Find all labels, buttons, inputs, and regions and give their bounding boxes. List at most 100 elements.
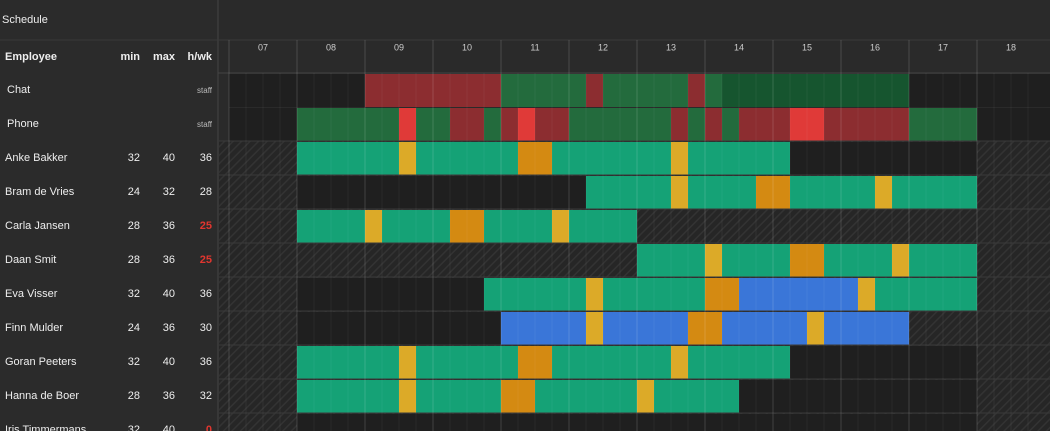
shift-block	[790, 244, 824, 277]
coverage-cell	[671, 108, 688, 141]
min-hours: 32	[128, 152, 140, 164]
shift-block	[501, 380, 535, 413]
shift-block	[586, 278, 603, 311]
shift-block	[416, 346, 518, 379]
column-header[interactable]: h/wk	[188, 51, 213, 63]
coverage-cell	[535, 108, 569, 141]
employee-name: Finn Mulder	[5, 322, 63, 334]
shift-block	[365, 210, 382, 243]
coverage-cell	[586, 74, 603, 107]
min-hours: 24	[128, 186, 140, 198]
weekly-hours: 30	[200, 322, 212, 334]
shift-block	[416, 142, 518, 175]
employee-name: Iris Timmermans	[5, 424, 87, 431]
column-header[interactable]: min	[120, 51, 140, 63]
shift-block	[399, 142, 416, 175]
coverage-cell	[977, 108, 1050, 141]
shift-block	[790, 176, 875, 209]
hour-label: 14	[734, 42, 744, 52]
shift-block	[586, 312, 603, 345]
shift-block	[654, 380, 739, 413]
coverage-cell	[722, 108, 739, 141]
shift-block	[671, 176, 688, 209]
max-hours: 36	[163, 220, 175, 232]
weekly-hours: 36	[200, 288, 212, 300]
shift-block	[875, 278, 977, 311]
max-hours: 40	[163, 152, 175, 164]
coverage-cell	[909, 74, 1050, 107]
shift-block	[552, 142, 671, 175]
max-hours: 40	[163, 356, 175, 368]
shift-block	[586, 176, 671, 209]
hour-label: 18	[1006, 42, 1016, 52]
max-hours: 40	[163, 424, 175, 431]
coverage-cell	[688, 74, 705, 107]
shift-block	[484, 278, 586, 311]
shift-block	[688, 142, 790, 175]
shift-block	[875, 176, 892, 209]
coverage-cell	[501, 108, 518, 141]
max-hours: 40	[163, 288, 175, 300]
weekly-hours: 0	[206, 424, 212, 431]
max-hours: 36	[163, 390, 175, 402]
weekly-hours: 25	[200, 220, 212, 232]
hour-label: 07	[258, 42, 268, 52]
shift-block	[603, 312, 688, 345]
coverage-cell	[603, 74, 688, 107]
shift-block	[603, 278, 705, 311]
shift-block	[671, 142, 688, 175]
shift-block	[824, 312, 909, 345]
coverage-cell	[569, 108, 671, 141]
coverage-cell	[450, 108, 484, 141]
available	[297, 414, 977, 431]
max-hours: 36	[163, 322, 175, 334]
coverage-cell	[399, 108, 416, 141]
weekly-hours: 28	[200, 186, 212, 198]
weekly-hours: 36	[200, 356, 212, 368]
hour-label: 08	[326, 42, 336, 52]
shift-block	[705, 278, 739, 311]
channel-tag: staff	[197, 120, 213, 129]
weekly-hours: 32	[200, 390, 212, 402]
coverage-cell	[688, 108, 705, 141]
shift-block	[739, 278, 858, 311]
shift-block	[637, 380, 654, 413]
shift-block	[484, 210, 552, 243]
shift-block	[297, 142, 399, 175]
coverage-cell	[722, 74, 909, 107]
shift-block	[807, 312, 824, 345]
weekly-hours: 36	[200, 152, 212, 164]
shift-block	[535, 380, 637, 413]
coverage-cell	[824, 108, 909, 141]
min-hours: 32	[128, 356, 140, 368]
coverage-cell	[229, 108, 297, 141]
shift-block	[756, 176, 790, 209]
shift-block	[297, 346, 399, 379]
coverage-cell	[909, 108, 977, 141]
hour-label: 09	[394, 42, 404, 52]
min-hours: 32	[128, 424, 140, 431]
shift-block	[688, 346, 790, 379]
hour-label: 15	[802, 42, 812, 52]
hour-label: 13	[666, 42, 676, 52]
shift-block	[450, 210, 484, 243]
coverage-cell	[518, 108, 535, 141]
shift-block	[909, 244, 977, 277]
channel-tag: staff	[197, 86, 213, 95]
min-hours: 28	[128, 390, 140, 402]
shift-block	[824, 244, 892, 277]
shift-block	[399, 380, 416, 413]
shift-block	[722, 244, 790, 277]
shift-block	[297, 210, 365, 243]
coverage-cell	[365, 74, 501, 107]
shift-block	[722, 312, 807, 345]
column-header[interactable]: max	[153, 51, 176, 63]
shift-block	[416, 380, 501, 413]
coverage-cell	[416, 108, 450, 141]
shift-block	[552, 210, 569, 243]
column-header[interactable]: Employee	[5, 51, 57, 63]
hour-label: 16	[870, 42, 880, 52]
employee-name: Daan Smit	[5, 254, 56, 266]
min-hours: 32	[128, 288, 140, 300]
employee-name: Anke Bakker	[5, 152, 68, 164]
